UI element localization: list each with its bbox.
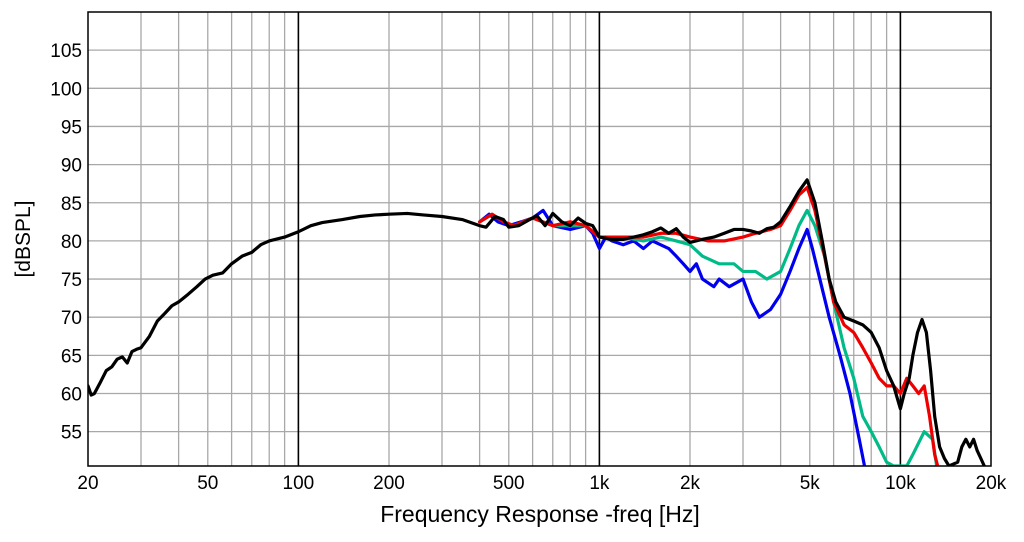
x-tick-label: 5k xyxy=(800,473,821,494)
y-tick-label: 85 xyxy=(61,194,82,215)
y-axis-tick-labels: 55 60 65 70 75 80 85 90 95 100 105 xyxy=(50,41,82,444)
x-tick-label: 200 xyxy=(373,473,405,494)
x-tick-label: 1k xyxy=(589,473,610,494)
data-series xyxy=(88,178,986,466)
x-tick-label: 100 xyxy=(283,473,315,494)
y-tick-label: 100 xyxy=(50,79,82,100)
y-tick-label: 105 xyxy=(50,41,82,62)
plot-frame xyxy=(87,11,992,467)
y-tick-label: 70 xyxy=(61,308,82,329)
minor-gridlines xyxy=(88,12,991,466)
y-axis-label: [dBSPL] xyxy=(12,200,35,277)
series-line-3 xyxy=(478,185,940,466)
y-tick-label: 90 xyxy=(61,156,82,177)
x-tick-label: 20 xyxy=(77,473,98,494)
y-tick-label: 75 xyxy=(61,270,82,291)
y-tick-label: 55 xyxy=(61,423,82,444)
x-axis-tick-labels: 20 50 100 200 500 1k 2k 5k 10k 20k xyxy=(77,473,1006,494)
y-tick-label: 95 xyxy=(61,117,82,138)
series-line-1 xyxy=(478,208,867,466)
y-tick-label: 60 xyxy=(61,385,82,406)
series-line-2 xyxy=(478,208,939,466)
x-tick-label: 50 xyxy=(197,473,218,494)
x-tick-label: 500 xyxy=(493,473,525,494)
x-tick-label: 10k xyxy=(885,473,916,494)
series-line-4 xyxy=(88,178,986,466)
x-tick-label: 2k xyxy=(680,473,701,494)
x-tick-label: 20k xyxy=(976,473,1007,494)
y-tick-label: 80 xyxy=(61,232,82,253)
y-tick-label: 65 xyxy=(61,346,82,367)
x-axis-label: Frequency Response -freq [Hz] xyxy=(380,501,700,527)
